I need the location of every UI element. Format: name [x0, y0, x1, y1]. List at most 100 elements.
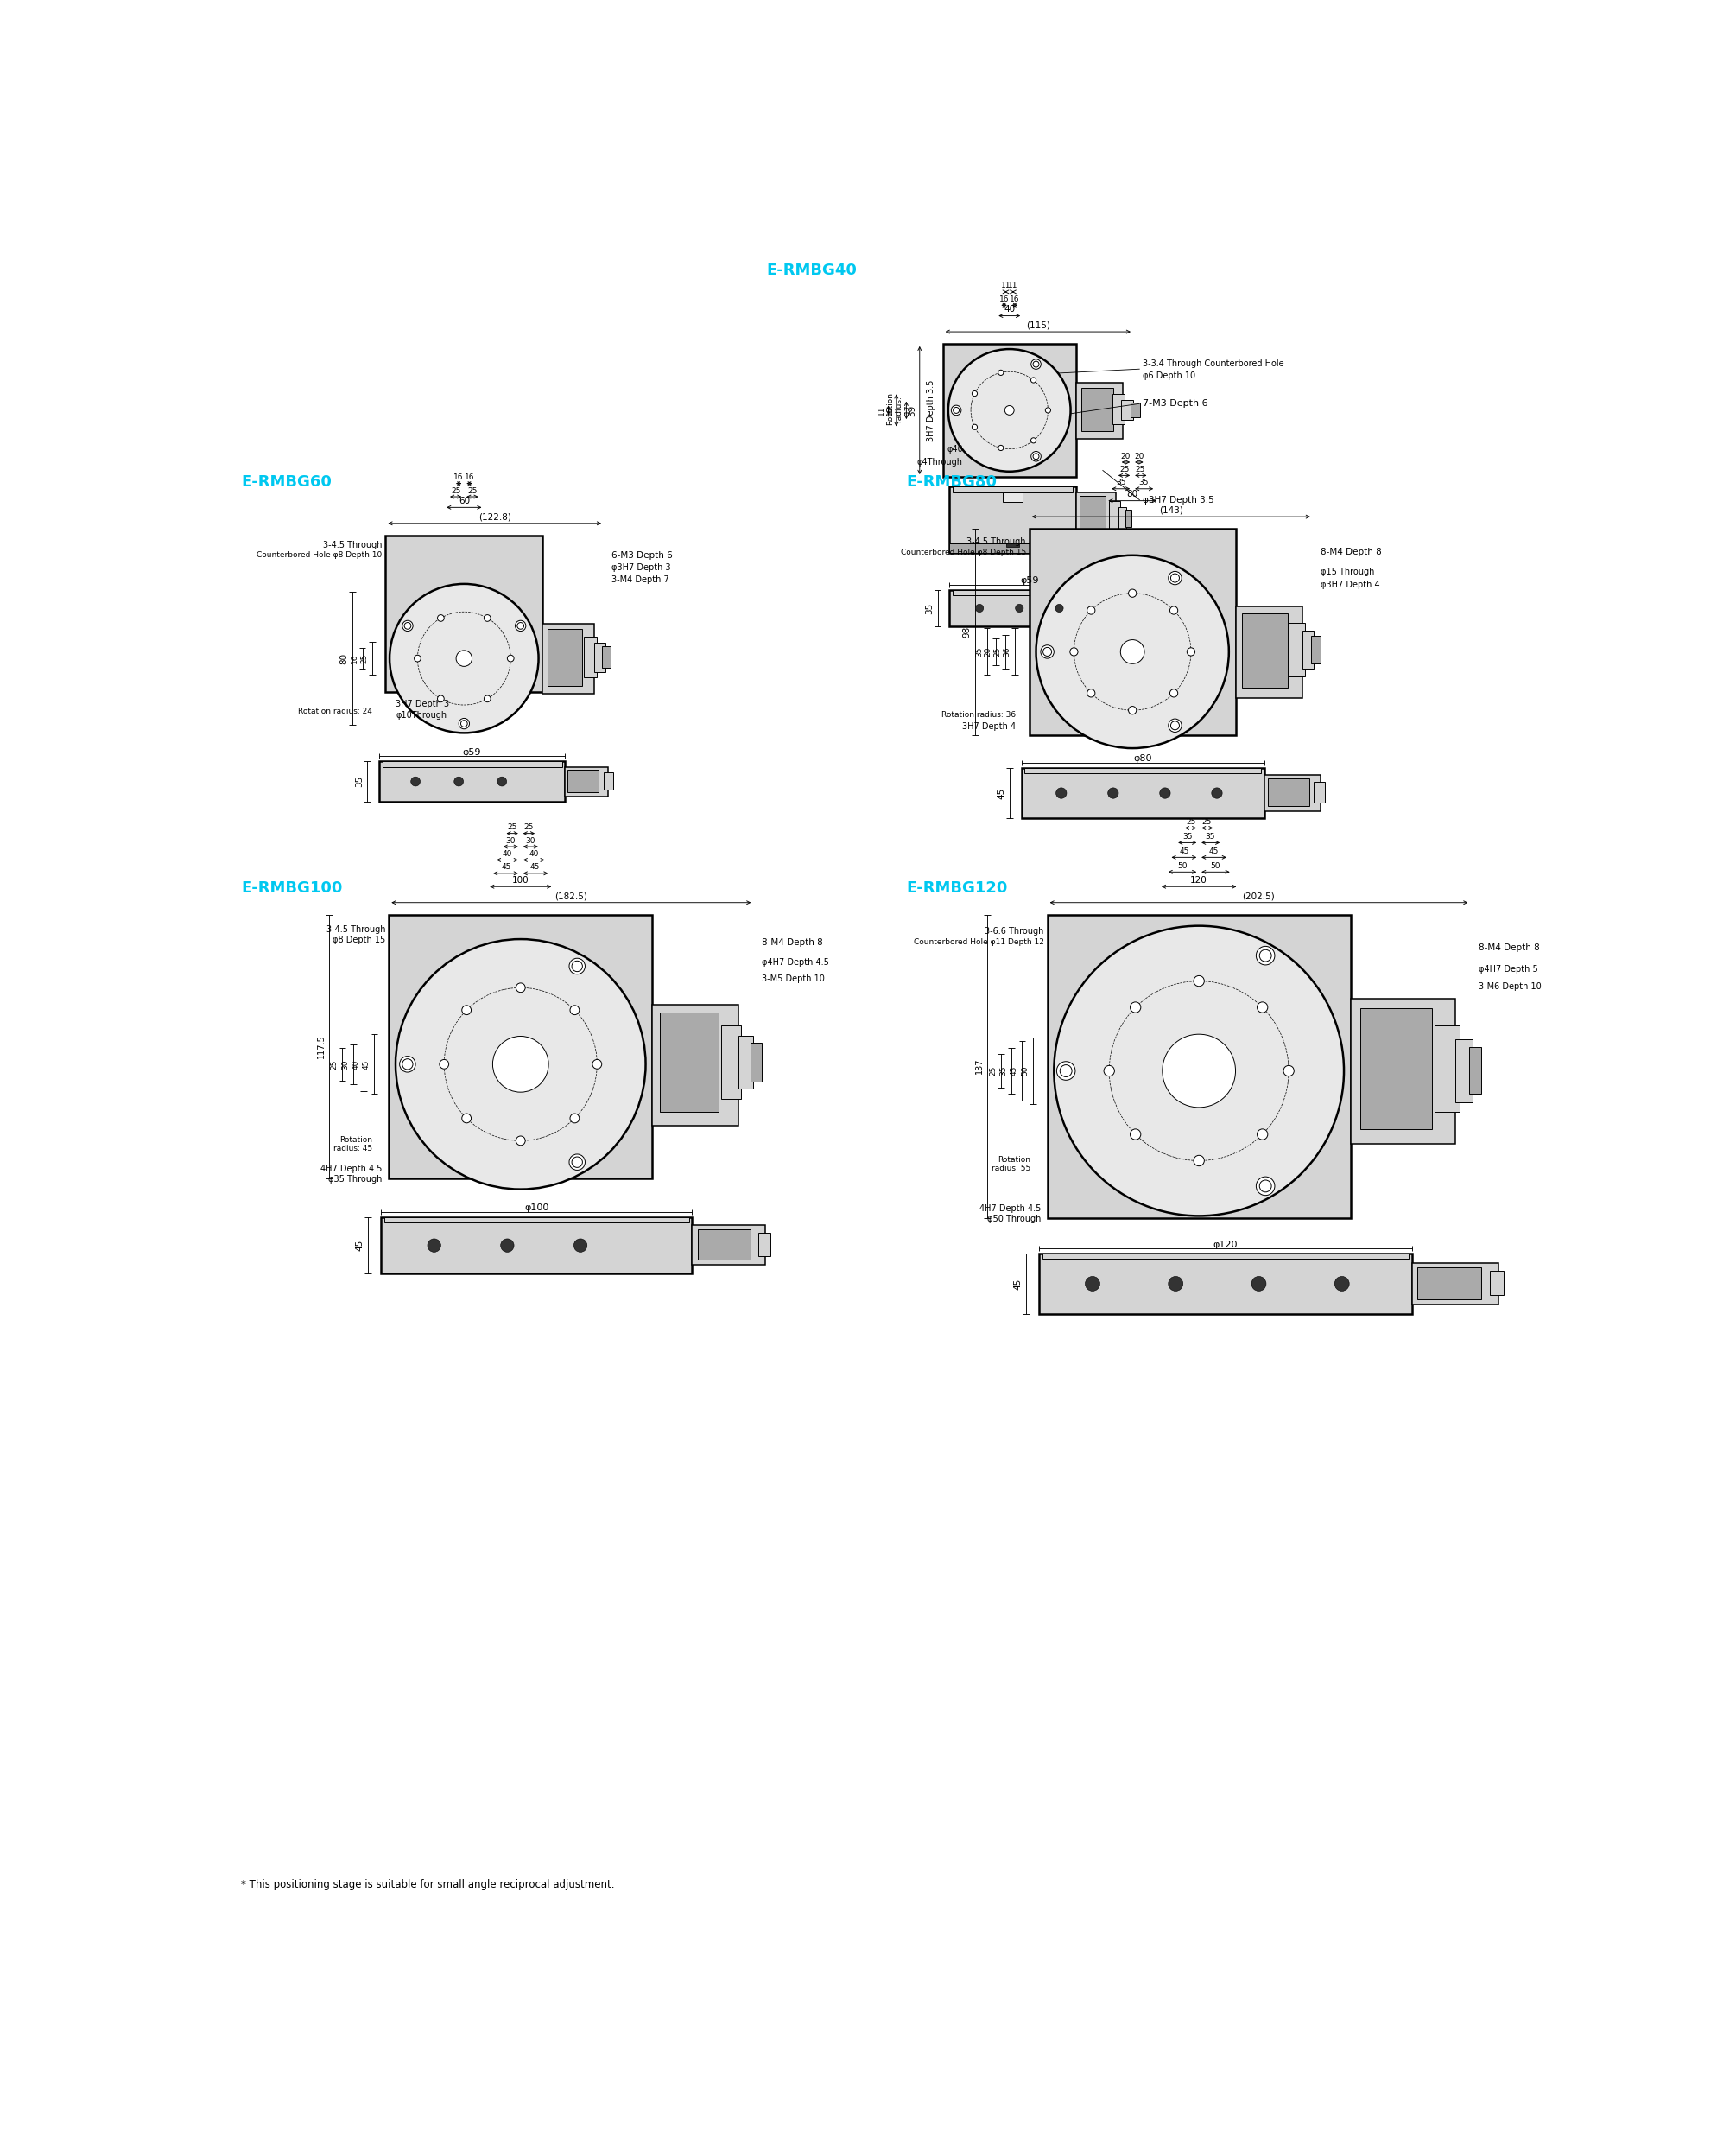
- Text: 40: 40: [502, 851, 512, 857]
- Text: φ35 Through: φ35 Through: [328, 1175, 382, 1184]
- Bar: [1130, 403, 1141, 416]
- Circle shape: [1104, 1066, 1115, 1077]
- Text: 3H7 Depth 4: 3H7 Depth 4: [962, 723, 1016, 732]
- Circle shape: [976, 604, 984, 612]
- Circle shape: [1128, 706, 1137, 715]
- Circle shape: [496, 776, 507, 787]
- Text: (122.8): (122.8): [479, 512, 510, 520]
- Text: φ59: φ59: [464, 749, 481, 757]
- Text: 45: 45: [502, 864, 510, 870]
- Text: φ80: φ80: [1134, 755, 1153, 764]
- Circle shape: [1033, 360, 1040, 367]
- Text: * This positioning stage is suitable for small angle reciprocal adjustment.: * This positioning stage is suitable for…: [241, 1879, 615, 1890]
- Text: 25: 25: [1186, 819, 1196, 825]
- Circle shape: [1170, 689, 1177, 697]
- Text: 25: 25: [993, 646, 1002, 657]
- Bar: [693, 1224, 766, 1265]
- Bar: [382, 761, 562, 768]
- Text: φ59: φ59: [1021, 576, 1038, 584]
- Text: 80: 80: [340, 653, 349, 663]
- Circle shape: [1257, 1177, 1274, 1194]
- Bar: [1264, 774, 1321, 811]
- Bar: [698, 1229, 750, 1261]
- Circle shape: [569, 1154, 585, 1171]
- Circle shape: [1212, 787, 1222, 798]
- Text: 35: 35: [976, 646, 983, 657]
- Bar: [1080, 497, 1106, 540]
- Text: E-RMBG60: E-RMBG60: [241, 474, 332, 491]
- Text: 30: 30: [505, 836, 516, 845]
- Circle shape: [1061, 1064, 1071, 1077]
- Text: 120: 120: [1191, 877, 1208, 885]
- Bar: [604, 772, 613, 789]
- Text: 45: 45: [529, 864, 540, 870]
- Bar: [1029, 529, 1236, 736]
- Text: 35: 35: [354, 776, 363, 787]
- Circle shape: [948, 350, 1071, 471]
- Text: 137: 137: [976, 1058, 984, 1075]
- Circle shape: [1283, 1066, 1293, 1077]
- Bar: [750, 1043, 762, 1081]
- Circle shape: [1257, 947, 1274, 964]
- Text: 3-3.4 Through Counterbored Hole: 3-3.4 Through Counterbored Hole: [1142, 358, 1285, 369]
- Circle shape: [571, 962, 583, 971]
- Circle shape: [569, 1005, 580, 1015]
- Bar: [1021, 768, 1264, 819]
- Circle shape: [457, 651, 472, 665]
- Circle shape: [437, 695, 444, 702]
- Text: 45: 45: [363, 1060, 370, 1069]
- Circle shape: [1087, 689, 1095, 697]
- Bar: [1351, 998, 1457, 1143]
- Bar: [1111, 597, 1137, 619]
- Text: 35: 35: [1205, 832, 1215, 840]
- Text: 4H7 Depth 4.5: 4H7 Depth 4.5: [979, 1205, 1040, 1214]
- Circle shape: [427, 1239, 441, 1252]
- Text: 4H7 Depth 4.5: 4H7 Depth 4.5: [321, 1165, 382, 1173]
- Text: 8-M4 Depth 8: 8-M4 Depth 8: [1321, 548, 1382, 557]
- Circle shape: [592, 1060, 602, 1069]
- Circle shape: [1120, 640, 1144, 663]
- Bar: [660, 1013, 719, 1111]
- Circle shape: [998, 446, 1003, 450]
- Circle shape: [1033, 454, 1040, 459]
- Bar: [950, 591, 1109, 627]
- Bar: [1109, 595, 1146, 623]
- Circle shape: [516, 621, 526, 631]
- Bar: [653, 1005, 740, 1126]
- Bar: [1243, 612, 1288, 687]
- Bar: [953, 591, 1106, 595]
- Bar: [566, 768, 608, 796]
- Bar: [1359, 1009, 1432, 1128]
- Circle shape: [1168, 719, 1182, 732]
- Bar: [1411, 1263, 1498, 1305]
- Text: 98: 98: [962, 627, 970, 638]
- Text: 3-6.6 Through: 3-6.6 Through: [984, 928, 1043, 936]
- Text: 45: 45: [356, 1239, 365, 1252]
- Text: 6-M3 Depth 6: 6-M3 Depth 6: [611, 550, 674, 559]
- Bar: [389, 915, 653, 1177]
- Circle shape: [951, 405, 962, 416]
- Bar: [1417, 1267, 1481, 1299]
- Bar: [1121, 399, 1134, 420]
- Bar: [543, 623, 594, 693]
- Text: 25: 25: [451, 486, 462, 495]
- Text: 20: 20: [1121, 452, 1130, 461]
- Circle shape: [1045, 407, 1050, 414]
- Circle shape: [1187, 648, 1194, 655]
- Bar: [602, 646, 611, 668]
- Circle shape: [1168, 1276, 1182, 1290]
- Text: 16: 16: [351, 653, 358, 663]
- Text: φ4H7 Depth 5: φ4H7 Depth 5: [1479, 964, 1538, 973]
- Circle shape: [403, 621, 413, 631]
- Bar: [1043, 1254, 1408, 1258]
- Text: (143): (143): [1160, 506, 1182, 514]
- Text: E-RMBG40: E-RMBG40: [767, 262, 858, 279]
- Text: 36: 36: [1003, 646, 1010, 657]
- Circle shape: [569, 1113, 580, 1122]
- Bar: [594, 642, 606, 672]
- Text: (182.5): (182.5): [556, 892, 587, 900]
- Circle shape: [1252, 1276, 1266, 1290]
- Text: Rotation
radius: 45: Rotation radius: 45: [333, 1135, 372, 1152]
- Circle shape: [575, 1239, 587, 1252]
- Text: 16: 16: [453, 474, 464, 482]
